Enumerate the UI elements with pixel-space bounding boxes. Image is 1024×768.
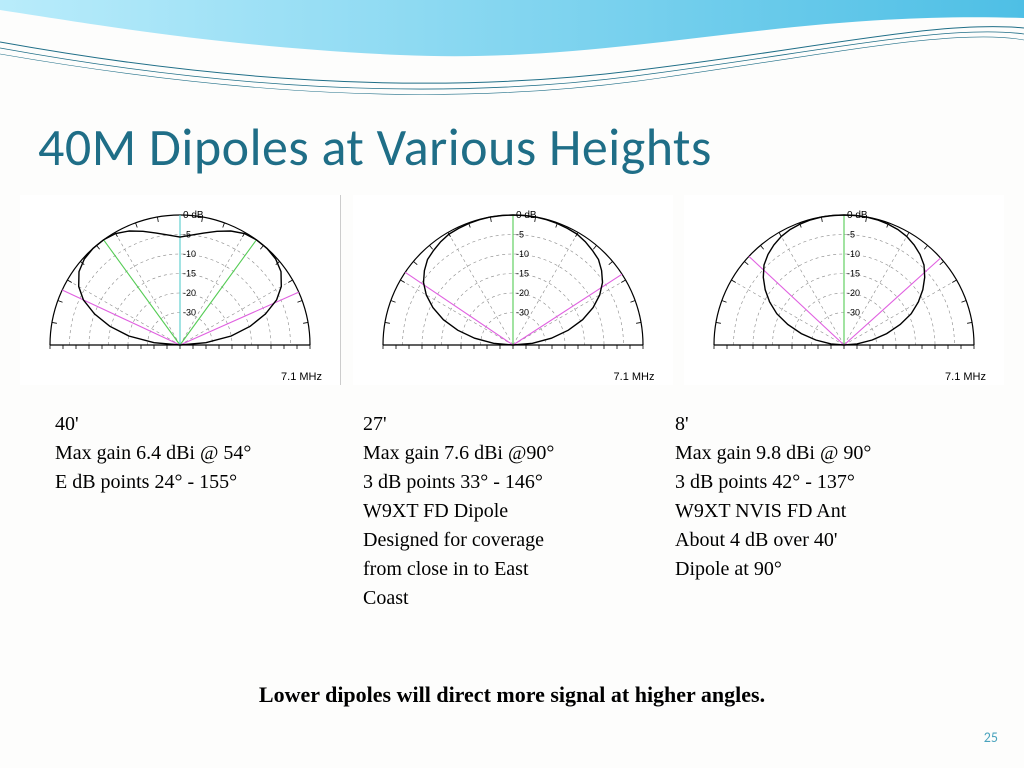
svg-text:-30: -30 xyxy=(847,308,860,318)
caption-line: 3 dB points 33° - 146° xyxy=(363,468,675,497)
caption-line: 40' xyxy=(55,410,363,439)
svg-text:-15: -15 xyxy=(847,269,860,279)
freq-label-0: 7.1 MHz xyxy=(281,371,322,383)
caption-line: W9XT FD Dipole xyxy=(363,497,675,526)
caption-line: Dipole at 90° xyxy=(675,555,975,584)
summary-text: Lower dipoles will direct more signal at… xyxy=(0,682,1024,708)
caption-line: W9XT NVIS FD Ant xyxy=(675,497,975,526)
caption-line: Max gain 6.4 dBi @ 54° xyxy=(55,439,363,468)
svg-text:-20: -20 xyxy=(183,288,196,298)
svg-text:-10: -10 xyxy=(516,249,529,259)
slide-title: 40M Dipoles at Various Heights xyxy=(38,115,712,179)
caption-line: 8' xyxy=(675,410,975,439)
svg-text:-10: -10 xyxy=(847,249,860,259)
caption-line: Coast xyxy=(363,584,675,613)
chart-27ft: 0 dB-5-10-15-20-30 7.1 MHz xyxy=(353,195,673,385)
svg-text:-30: -30 xyxy=(516,308,529,318)
caption-line: Max gain 7.6 dBi @90° xyxy=(363,439,675,468)
svg-text:-20: -20 xyxy=(516,288,529,298)
svg-text:-15: -15 xyxy=(183,269,196,279)
svg-text:-5: -5 xyxy=(183,230,191,240)
caption-line: Max gain 9.8 dBi @ 90° xyxy=(675,439,975,468)
freq-label-2: 7.1 MHz xyxy=(945,371,986,383)
caption-27ft: 27'Max gain 7.6 dBi @90°3 dB points 33° … xyxy=(363,410,675,613)
chart-40ft: 0 dB -5 -10 -15 -20 -30 7.1 MHz xyxy=(20,195,341,385)
svg-text:-5: -5 xyxy=(516,230,524,240)
caption-line: 27' xyxy=(363,410,675,439)
caption-8ft: 8'Max gain 9.8 dBi @ 90°3 dB points 42° … xyxy=(675,410,975,613)
svg-text:-30: -30 xyxy=(183,308,196,318)
caption-line: Designed for coverage xyxy=(363,526,675,555)
chart-8ft: 0 dB-5-10-15-20-30 7.1 MHz xyxy=(684,195,1004,385)
charts-row: 0 dB -5 -10 -15 -20 -30 7.1 MHz 0 dB -5 -10 -15 -… xyxy=(20,195,1004,385)
svg-text:-5: -5 xyxy=(847,230,855,240)
caption-line: About 4 dB over 40' xyxy=(675,526,975,555)
caption-line: E dB points 24° - 155° xyxy=(55,468,363,497)
captions-row: 40'Max gain 6.4 dBi @ 54°E dB points 24°… xyxy=(55,410,975,613)
svg-text:-20: -20 xyxy=(847,288,860,298)
freq-label-1: 7.1 MHz xyxy=(614,371,655,383)
svg-text:-15: -15 xyxy=(516,269,529,279)
caption-40ft: 40'Max gain 6.4 dBi @ 54°E dB points 24°… xyxy=(55,410,363,613)
svg-text:0 dB: 0 dB xyxy=(183,210,204,221)
caption-line: 3 dB points 42° - 137° xyxy=(675,468,975,497)
svg-text:-10: -10 xyxy=(183,249,196,259)
caption-line: from close in to East xyxy=(363,555,675,584)
page-number: 25 xyxy=(984,729,998,746)
